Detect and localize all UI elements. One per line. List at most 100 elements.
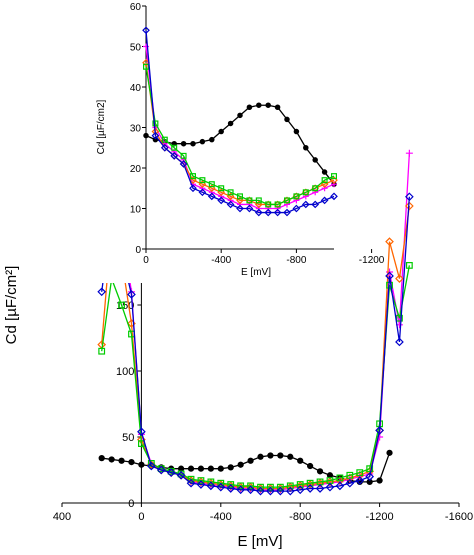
- main-data-point: [197, 465, 205, 472]
- inset-y-tick-label: 30: [130, 124, 142, 135]
- inset-y-tick-label: 50: [130, 43, 142, 54]
- inset-data-point: [321, 185, 328, 192]
- inset-data-point: [171, 144, 178, 151]
- inset-data-point: [227, 189, 234, 196]
- main-data-point: [286, 482, 294, 490]
- inset-data-point: [142, 26, 150, 35]
- inset-data-point: [160, 143, 169, 152]
- main-y-axis-title: Cd [µF/cm²]: [3, 266, 20, 345]
- inset-data-point: [237, 112, 243, 119]
- inset-data-point: [190, 173, 197, 180]
- main-data-point: [376, 477, 383, 484]
- main-data-point: [395, 337, 404, 347]
- inset-data-point: [265, 201, 272, 208]
- main-data-point: [137, 427, 146, 437]
- main-data-point: [396, 314, 403, 322]
- main-data-point: [176, 470, 186, 480]
- inset-data-point: [330, 192, 338, 201]
- inset-data-point: [189, 184, 197, 193]
- main-data-point: [346, 471, 354, 479]
- main-data-point: [156, 465, 166, 475]
- main-data-point: [336, 474, 344, 482]
- main-data-point: [276, 486, 285, 496]
- main-data-point: [187, 465, 195, 472]
- inset-data-point: [320, 196, 329, 205]
- inset-data-point: [217, 196, 226, 205]
- main-data-point: [128, 458, 135, 466]
- main-data-point: [166, 468, 176, 477]
- main-x-tick-label: -800: [289, 511, 311, 523]
- inset-data-point: [246, 197, 253, 204]
- inset-data-point: [227, 120, 234, 127]
- inset-data-point: [303, 145, 309, 151]
- main-data-point: [365, 472, 375, 481]
- main-data-point: [187, 475, 195, 483]
- inset-series-line: [145, 66, 335, 206]
- main-data-point: [345, 478, 355, 488]
- inset-data-point: [143, 63, 150, 70]
- main-chart: 4000-400-800-1200-1600050100150200250300…: [3, 102, 473, 550]
- main-data-point: [296, 481, 304, 488]
- main-data-point: [315, 484, 325, 493]
- main-data-point: [227, 464, 234, 471]
- inset-data-point: [198, 188, 207, 197]
- main-data-point: [257, 453, 264, 460]
- inset-series-line: [145, 30, 335, 214]
- inset-data-point: [180, 152, 187, 159]
- inset-data-point: [198, 180, 207, 189]
- inset-data-point: [265, 102, 271, 108]
- main-data-point: [108, 456, 115, 463]
- inset-data-point: [331, 173, 338, 180]
- inset-data-point: [152, 136, 159, 143]
- main-data-point: [227, 481, 235, 488]
- inset-data-point: [245, 204, 254, 213]
- inset-y-tick-label: 10: [130, 205, 142, 216]
- inset-data-point: [218, 185, 225, 192]
- inset-data-point: [264, 208, 273, 217]
- inset-data-point: [199, 185, 206, 192]
- inset-y-tick-label: 60: [130, 2, 142, 13]
- inset-x-tick-label: -800: [286, 255, 306, 266]
- inset-y-tick-label: 40: [130, 83, 142, 94]
- main-series-4: [98, 262, 413, 491]
- inset-data-point: [227, 197, 234, 204]
- main-data-point: [306, 479, 314, 487]
- inset-background: [92, 0, 360, 283]
- inset-data-point: [292, 204, 301, 213]
- main-data-point: [267, 452, 274, 459]
- main-data-point: [207, 478, 215, 486]
- inset-data-point: [255, 205, 262, 212]
- inset-data-point: [283, 208, 291, 217]
- main-data-point: [375, 426, 384, 435]
- inset-data-point: [207, 192, 216, 201]
- inset-data-point: [302, 189, 309, 196]
- main-data-point: [395, 274, 404, 283]
- main-data-point: [247, 457, 254, 464]
- inset-data-point: [331, 181, 337, 188]
- main-data-point: [285, 486, 295, 496]
- inset-data-point: [274, 201, 281, 208]
- inset-series-5: [142, 26, 338, 217]
- main-x-axis-title: E [mV]: [237, 533, 282, 550]
- inset-data-point: [246, 104, 253, 110]
- main-data-point: [405, 149, 413, 157]
- main-data-point: [287, 453, 294, 460]
- main-data-point: [307, 462, 314, 470]
- main-data-point: [297, 457, 304, 464]
- inset-data-point: [199, 177, 206, 184]
- inset-series-4: [143, 63, 338, 208]
- main-data-point: [256, 486, 265, 496]
- inset-data-point: [255, 197, 262, 204]
- inset-data-point: [236, 196, 244, 205]
- main-data-point: [207, 465, 214, 472]
- inset-data-point: [320, 180, 329, 189]
- inset-data-point: [293, 128, 300, 135]
- main-data-point: [237, 461, 244, 468]
- main-data-point: [305, 484, 315, 493]
- inset-data-point: [190, 140, 196, 147]
- inset-data-point: [236, 204, 244, 213]
- inset-y-tick-label: 0: [135, 245, 141, 256]
- inset-y-axis-title: Cd [µF/cm2]: [96, 99, 107, 154]
- inset-data-point: [207, 184, 216, 193]
- inset-data-point: [312, 185, 319, 192]
